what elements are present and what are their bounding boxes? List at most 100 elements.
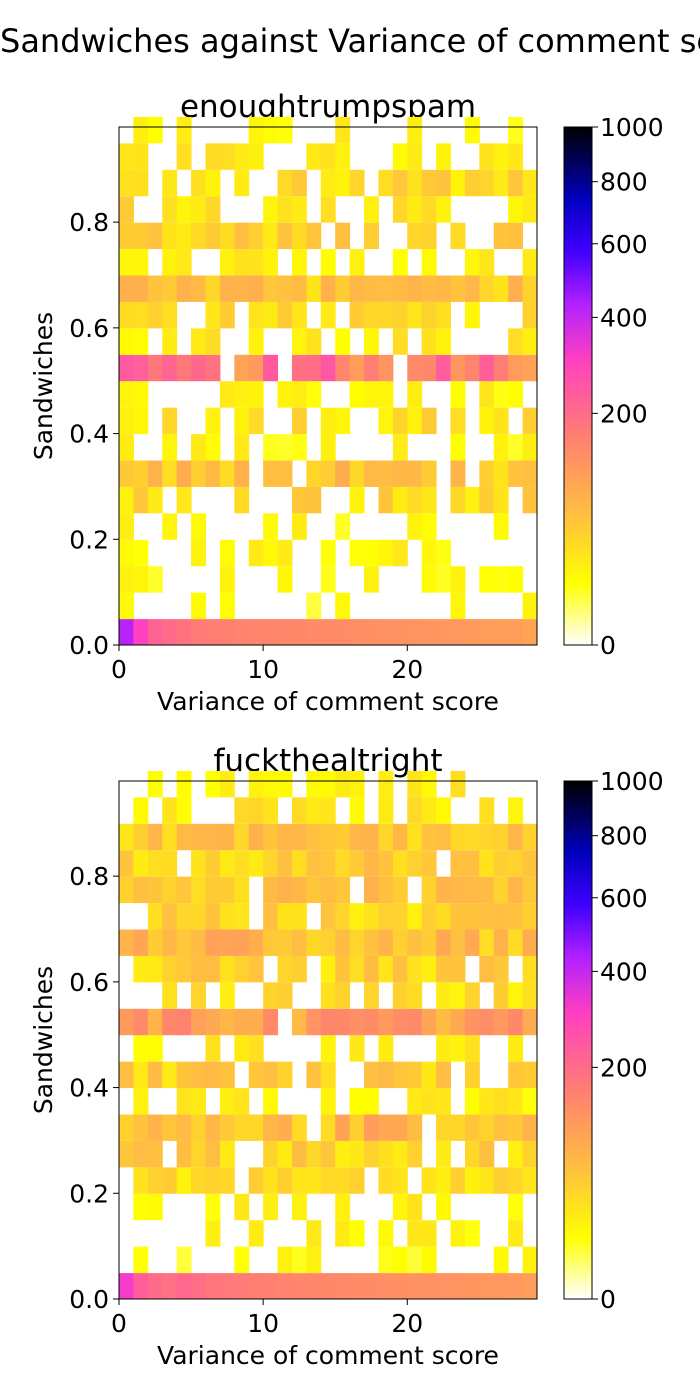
- heatmap-cell: [234, 407, 250, 435]
- heatmap-cell: [493, 929, 509, 956]
- heatmap-cell: [263, 770, 279, 798]
- heatmap-cell: [479, 823, 495, 851]
- heatmap-cell: [205, 1193, 221, 1221]
- heatmap-cell: [522, 1246, 538, 1274]
- heatmap-cell: [421, 328, 437, 355]
- heatmap-cell: [248, 116, 264, 144]
- heatmap-cell: [392, 1061, 408, 1089]
- heatmap-cell: [335, 823, 351, 851]
- heatmap-cell: [392, 434, 408, 461]
- heatmap-cell: [119, 823, 134, 851]
- heatmap-cell: [407, 1008, 423, 1036]
- heatmap-cell: [464, 1114, 480, 1141]
- heatmap-cell: [147, 929, 163, 956]
- heatmap-cell: [508, 169, 524, 197]
- heatmap-cell: [335, 619, 351, 646]
- heatmap-cell: [234, 929, 250, 956]
- heatmap-cell: [349, 823, 365, 851]
- heatmap-cell: [176, 955, 192, 983]
- heatmap-cell: [392, 955, 408, 983]
- heatmap-cell: [219, 592, 235, 620]
- heatmap-cell: [277, 876, 293, 904]
- heatmap-cell: [306, 592, 322, 620]
- heatmap-cell: [119, 1114, 134, 1141]
- heatmap-cell: [119, 539, 134, 567]
- heatmap-cell: [392, 249, 408, 276]
- heatmap-cell: [277, 460, 293, 487]
- heatmap-cell: [306, 275, 322, 302]
- heatmap-cell: [378, 301, 394, 329]
- y-tick-label: 0.4: [69, 420, 109, 449]
- heatmap-cell: [464, 823, 480, 851]
- heatmap-cell: [248, 850, 264, 877]
- heatmap-cell: [234, 1035, 250, 1062]
- heatmap-cell: [219, 1061, 235, 1089]
- heatmap-cell: [335, 770, 351, 798]
- heatmap-cell: [522, 903, 538, 930]
- heatmap-cell: [191, 592, 206, 620]
- heatmap-cell: [464, 876, 480, 904]
- heatmap-cell: [364, 222, 379, 250]
- x-tick-label: 10: [247, 655, 279, 684]
- heatmap-cell: [234, 1114, 250, 1141]
- heatmap-cell: [508, 850, 524, 877]
- heatmap-cell: [493, 1273, 509, 1300]
- heatmap-cell: [508, 1193, 524, 1221]
- heatmap-cell: [219, 1088, 235, 1115]
- heatmap-cell: [335, 143, 351, 170]
- heatmap-cell: [291, 797, 307, 824]
- heatmap-cell: [219, 301, 235, 329]
- heatmap-cell: [421, 196, 437, 223]
- heatmap-cell: [119, 566, 134, 593]
- heatmap-cell: [508, 903, 524, 930]
- heatmap-cell: [191, 619, 206, 646]
- heatmap-cell: [464, 903, 480, 930]
- heatmap-cell: [277, 1140, 293, 1168]
- heatmap-cell: [291, 903, 307, 930]
- heatmap-cell: [133, 222, 149, 250]
- heatmap-cell: [493, 619, 509, 646]
- heatmap-cell: [263, 301, 279, 329]
- heatmap-cell: [263, 876, 279, 904]
- heatmap-cell: [349, 850, 365, 877]
- heatmap-cell: [464, 249, 480, 276]
- heatmap-cell: [234, 1246, 250, 1274]
- heatmap-cell: [306, 797, 322, 824]
- heatmap-cell: [378, 823, 394, 851]
- heatmap-cell: [464, 1140, 480, 1168]
- heatmap-cell: [421, 1008, 437, 1036]
- heatmap-cell: [219, 275, 235, 302]
- heatmap-cell: [436, 876, 452, 904]
- heatmap-cell: [263, 797, 279, 824]
- heatmap-cell: [306, 328, 322, 355]
- heatmap-cell: [147, 955, 163, 983]
- heatmap-cell: [277, 169, 293, 197]
- heatmap-cell: [364, 823, 379, 851]
- heatmap-cell: [147, 1140, 163, 1168]
- heatmap-cell: [291, 1193, 307, 1221]
- heatmap-cell: [162, 407, 178, 435]
- heatmap-cell: [147, 1035, 163, 1062]
- heatmap-cell: [335, 1114, 351, 1141]
- heatmap-cell: [493, 823, 509, 851]
- heatmap-cell: [364, 328, 379, 355]
- heatmap-cell: [248, 1008, 264, 1036]
- heatmap-cell: [306, 850, 322, 877]
- heatmap-cell: [479, 354, 495, 382]
- heatmap-cell: [421, 513, 437, 540]
- heatmap-cell: [349, 619, 365, 646]
- heatmap-cell: [234, 1193, 250, 1221]
- heatmap-cell: [522, 354, 538, 382]
- heatmap-cell: [320, 354, 336, 382]
- heatmap-cell: [219, 929, 235, 956]
- heatmap-cell: [522, 1114, 538, 1141]
- heatmap-cell: [176, 1061, 192, 1089]
- heatmap-cell: [176, 1246, 192, 1274]
- heatmap-cell: [320, 143, 336, 170]
- heatmap-cell: [162, 1273, 178, 1300]
- heatmap-cell: [464, 169, 480, 197]
- heatmap-cell: [407, 1140, 423, 1168]
- heatmap-cell: [493, 566, 509, 593]
- heatmap-cell: [147, 823, 163, 851]
- heatmap-cell: [191, 876, 206, 904]
